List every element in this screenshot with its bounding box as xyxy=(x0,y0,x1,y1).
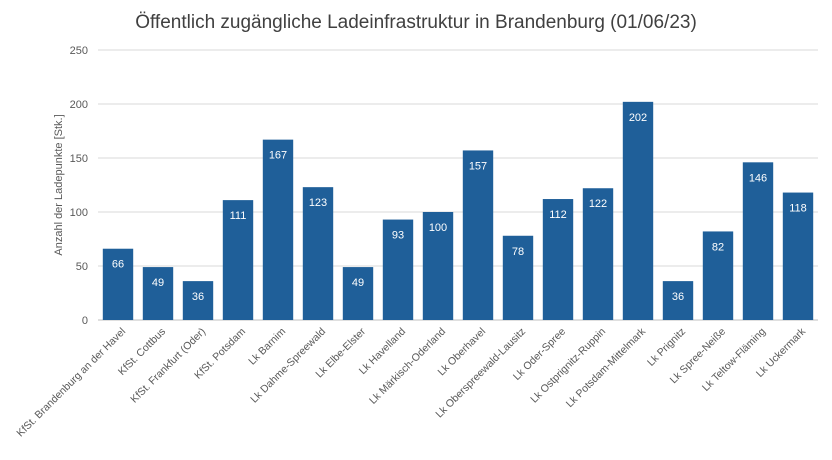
bar xyxy=(302,187,334,320)
y-axis-label: Anzahl der Ladepunkte [Stk.] xyxy=(53,114,65,255)
chart-title: Öffentlich zugängliche Ladeinfrastruktur… xyxy=(135,12,697,33)
bar xyxy=(542,199,574,320)
bar-value-label: 66 xyxy=(112,259,124,271)
bar xyxy=(422,212,454,320)
bar xyxy=(462,150,494,320)
bar-value-label: 157 xyxy=(469,160,487,172)
bar xyxy=(622,101,654,320)
y-tick-label: 50 xyxy=(76,261,88,273)
x-tick-label: Lk Ostprignitz-Ruppin xyxy=(528,326,608,406)
bar-value-label: 100 xyxy=(429,222,447,234)
x-tick-label: KfSt. Brandenburg an der Havel xyxy=(14,326,128,440)
bar-value-label: 146 xyxy=(749,172,767,184)
bar-value-label: 202 xyxy=(629,112,647,124)
y-tick-label: 100 xyxy=(70,207,88,219)
bar-value-label: 118 xyxy=(789,203,807,215)
bar xyxy=(182,281,214,320)
bar xyxy=(582,188,614,320)
bar xyxy=(662,281,694,320)
bar-value-label: 78 xyxy=(512,246,524,258)
bar-value-label: 123 xyxy=(309,197,327,209)
bar-value-label: 112 xyxy=(549,209,567,221)
bar-value-label: 93 xyxy=(392,230,404,242)
x-tick-label: Lk Barnim xyxy=(246,325,288,367)
bar-value-label: 167 xyxy=(269,150,287,162)
bar xyxy=(702,231,734,320)
bar xyxy=(742,162,774,320)
y-tick-label: 0 xyxy=(82,315,88,327)
bar-value-label: 122 xyxy=(589,198,607,210)
bar xyxy=(502,235,534,320)
bar xyxy=(142,267,174,320)
bar-value-label: 36 xyxy=(672,291,684,303)
y-tick-label: 200 xyxy=(70,99,88,111)
bar xyxy=(782,192,814,320)
bar xyxy=(382,219,414,320)
bar xyxy=(262,139,294,320)
bar-value-label: 49 xyxy=(152,277,164,289)
bar-value-label: 82 xyxy=(712,241,724,253)
gridlines xyxy=(98,49,818,321)
bars: 66 49 36 111 167 123 49 93 100 157 78 112 122 202 36 82… xyxy=(102,101,814,320)
x-tick-label: KfSt. Frankfurt (Oder) xyxy=(128,326,208,406)
y-tick-label: 250 xyxy=(70,45,88,57)
bar xyxy=(342,267,374,320)
bar-value-label: 49 xyxy=(352,277,364,289)
x-tick-label: Lk Potsdam-Mittelmark xyxy=(564,325,649,410)
x-tick-label: Lk Dahme-Spreewald xyxy=(248,326,328,406)
bar xyxy=(222,200,254,320)
x-tick-label: Lk Märkisch-Oderland xyxy=(367,326,448,407)
bar xyxy=(102,248,134,320)
bar-value-label: 111 xyxy=(230,210,247,222)
y-tick-label: 150 xyxy=(70,153,88,165)
bar-value-label: 36 xyxy=(192,291,204,303)
y-axis-ticks: 0 50 100 150 200 250 xyxy=(70,45,88,327)
